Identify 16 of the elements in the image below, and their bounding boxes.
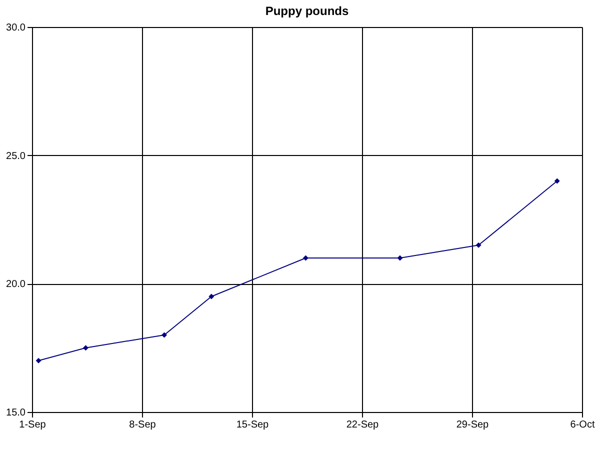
x-tick-label: 8-Sep [129, 420, 156, 430]
point [397, 255, 403, 261]
point [162, 332, 167, 338]
x-tick-label: 29-Sep [456, 420, 490, 430]
chart-title: Puppy pounds [265, 4, 349, 18]
x-tick-label: 15-Sep [236, 420, 270, 430]
y-tick-label: 30.0 [6, 22, 26, 34]
point [554, 178, 560, 184]
x-tick-label: 22-Sep [346, 420, 380, 430]
x-tick-label: 1-Sep [19, 420, 46, 430]
point [82, 345, 88, 351]
y-tick-label: 25.0 [6, 150, 26, 162]
x-tick-label: 6-Oct [570, 420, 595, 430]
y-tick-label: 15.0 [6, 408, 26, 418]
y-tick-label: 20.0 [6, 279, 26, 290]
point [476, 242, 482, 248]
